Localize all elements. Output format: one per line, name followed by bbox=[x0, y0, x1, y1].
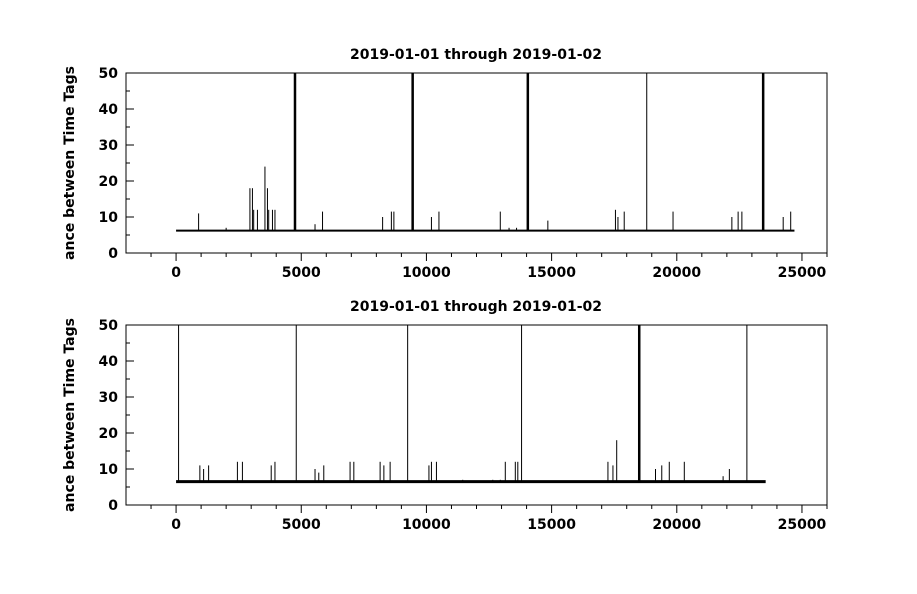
bottom-x-tick-label-0: 0 bbox=[171, 517, 181, 533]
bottom-x-tick-label-2: 10000 bbox=[402, 517, 451, 533]
top-y-tick-label-3: 30 bbox=[99, 138, 119, 154]
bottom-chart-title: 2019-01-01 through 2019-01-02 bbox=[350, 299, 602, 315]
bottom-y-axis-label: ance between Time Tags bbox=[62, 318, 78, 512]
top-y-tick-label-5: 50 bbox=[99, 66, 119, 82]
bottom-plot-data bbox=[176, 325, 766, 484]
top-x-tick-label-0: 0 bbox=[171, 265, 181, 281]
top-x-tick-label-5: 25000 bbox=[778, 265, 827, 281]
top-x-tick-label-4: 20000 bbox=[652, 265, 701, 281]
top-x-tick-label-2: 10000 bbox=[402, 265, 451, 281]
top-x-tick-label-1: 5000 bbox=[282, 265, 321, 281]
top-y-tick-label-4: 40 bbox=[99, 102, 119, 118]
bottom-panel: 2019-01-01 through 2019-01-02 ance betwe… bbox=[62, 299, 828, 533]
bottom-y-tick-label-0: 0 bbox=[108, 498, 118, 514]
bottom-x-tick-label-4: 20000 bbox=[652, 517, 701, 533]
bottom-y-tick-label-4: 40 bbox=[99, 354, 119, 370]
top-y-tick-label-1: 10 bbox=[99, 210, 119, 226]
top-y-axis-label: ance between Time Tags bbox=[62, 66, 78, 260]
top-x-tick-label-3: 15000 bbox=[527, 265, 576, 281]
bottom-x-tick-label-1: 5000 bbox=[282, 517, 321, 533]
bottom-y-tick-label-1: 10 bbox=[99, 462, 119, 478]
bottom-x-tick-label-5: 25000 bbox=[778, 517, 827, 533]
bottom-y-tick-label-3: 30 bbox=[99, 390, 119, 406]
top-y-tick-label-2: 20 bbox=[99, 174, 119, 190]
top-panel: 2019-01-01 through 2019-01-02 ance betwe… bbox=[62, 47, 828, 281]
top-axes: 0 10 20 30 40 50 0 5000 10000 15000 20000 25000 bbox=[99, 66, 828, 281]
bottom-y-tick-label-5: 50 bbox=[99, 318, 119, 334]
bottom-y-tick-label-2: 20 bbox=[99, 426, 119, 442]
bottom-x-tick-label-3: 15000 bbox=[527, 517, 576, 533]
bottom-axes: 0 10 20 30 40 50 0 5000 10000 15000 20000 25000 bbox=[99, 318, 828, 533]
top-y-tick-label-0: 0 bbox=[108, 246, 118, 262]
top-chart-title: 2019-01-01 through 2019-01-02 bbox=[350, 47, 602, 63]
top-plot-data bbox=[176, 73, 795, 232]
